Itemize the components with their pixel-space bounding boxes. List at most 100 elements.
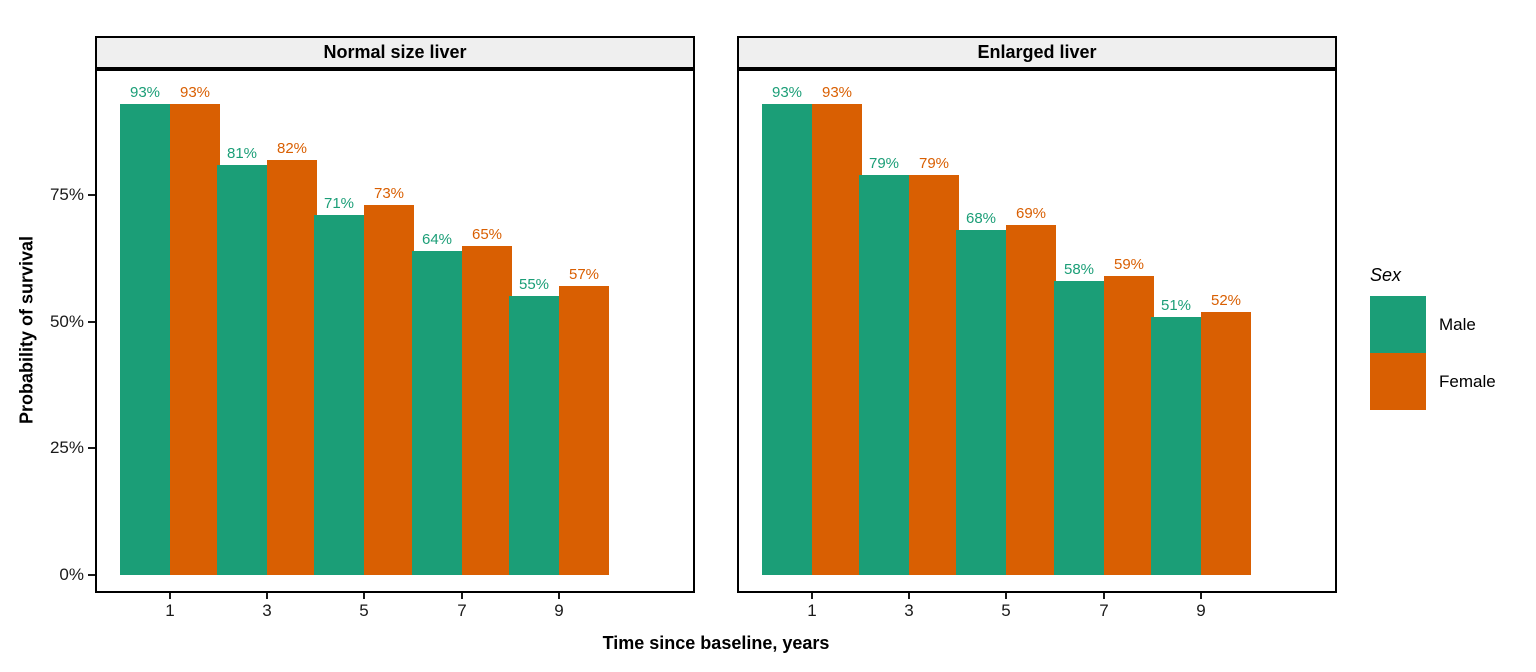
x-axis-title: Time since baseline, years xyxy=(602,633,830,653)
plot-panel: 93% 93% 79% 79% 68% 69% 58% 59% 51% 52% xyxy=(737,69,1337,593)
legend-swatch-female xyxy=(1370,353,1426,410)
bar-column-male: 55% xyxy=(509,276,559,575)
x-tick-mark xyxy=(558,593,560,599)
bar-value-label: 93% xyxy=(179,84,211,101)
x-tick-label: 7 xyxy=(457,601,467,620)
bar-female xyxy=(559,286,609,575)
bar-female xyxy=(267,160,317,575)
x-tick-label: 9 xyxy=(554,601,564,620)
bar-female xyxy=(909,175,959,575)
bar-column-male: 71% xyxy=(314,195,364,575)
bar-column-female: 52% xyxy=(1201,292,1251,575)
y-tick-label: 0% xyxy=(59,565,84,584)
bar-male xyxy=(1054,281,1104,575)
x-tick-label: 1 xyxy=(165,601,175,620)
bar-value-label: 82% xyxy=(276,140,308,157)
bar-column-male: 93% xyxy=(762,84,812,575)
y-tick-mark xyxy=(88,574,95,576)
bar-group-year-5: 68% 69% xyxy=(956,205,1056,575)
bar-value-label: 71% xyxy=(323,195,355,212)
x-tick-mark xyxy=(169,593,171,599)
facet-strip: Enlarged liver xyxy=(737,36,1337,69)
x-tick-mark xyxy=(363,593,365,599)
legend-label-male: Male xyxy=(1439,314,1476,334)
bar-column-female: 82% xyxy=(267,140,317,575)
y-tick-label: 75% xyxy=(49,185,84,204)
legend-label-female: Female xyxy=(1439,371,1496,391)
bar-column-male: 64% xyxy=(412,231,462,575)
legend-item-female: Female xyxy=(1370,353,1496,410)
x-tick-mark xyxy=(266,593,268,599)
y-tick-mark xyxy=(88,321,95,323)
legend-title: Sex xyxy=(1370,265,1402,285)
bar-female xyxy=(1006,225,1056,575)
bar-column-female: 57% xyxy=(559,266,609,575)
bar-group-year-5: 71% 73% xyxy=(314,185,414,575)
bar-female xyxy=(1201,312,1251,575)
bar-male xyxy=(859,175,909,575)
facet-enlarged-liver: Enlarged liver 93% 93% 79% 79% 68% 69% 58% 59% 5… xyxy=(737,36,1337,593)
bar-value-label: 58% xyxy=(1063,261,1095,278)
facet-normal-size-liver: Normal size liver 93% 93% 81% 82% 71% 73% 64% 6… xyxy=(95,36,695,593)
bar-male xyxy=(120,104,170,575)
bar-column-male: 79% xyxy=(859,155,909,575)
bar-column-female: 73% xyxy=(364,185,414,575)
legend-swatch-male xyxy=(1370,296,1426,353)
x-tick-label: 7 xyxy=(1099,601,1109,620)
x-tick-mark xyxy=(461,593,463,599)
bar-male xyxy=(1151,317,1201,575)
bar-value-label: 79% xyxy=(918,155,950,172)
bar-group-year-3: 81% 82% xyxy=(217,140,317,575)
x-tick-mark xyxy=(811,593,813,599)
bar-group-year-7: 58% 59% xyxy=(1054,256,1154,575)
bar-value-label: 93% xyxy=(771,84,803,101)
bar-male xyxy=(509,296,559,575)
bar-value-label: 81% xyxy=(226,145,258,162)
bar-column-female: 79% xyxy=(909,155,959,575)
x-tick-label: 5 xyxy=(359,601,369,620)
bar-value-label: 52% xyxy=(1210,292,1242,309)
bar-column-male: 51% xyxy=(1151,297,1201,575)
bar-male xyxy=(217,165,267,575)
bar-female xyxy=(364,205,414,575)
x-tick-mark xyxy=(1005,593,1007,599)
bar-value-label: 68% xyxy=(965,210,997,227)
plot-panel: 93% 93% 81% 82% 71% 73% 64% 65% 55% 57% xyxy=(95,69,695,593)
bar-value-label: 65% xyxy=(471,226,503,243)
bar-group-year-1: 93% 93% xyxy=(762,84,862,575)
bar-column-male: 68% xyxy=(956,210,1006,575)
y-tick-mark xyxy=(88,447,95,449)
y-tick-label: 25% xyxy=(49,438,84,457)
x-tick-mark xyxy=(908,593,910,599)
bar-female xyxy=(462,246,512,575)
x-tick-mark xyxy=(1103,593,1105,599)
bar-value-label: 79% xyxy=(868,155,900,172)
bar-male xyxy=(956,230,1006,575)
facet-title: Enlarged liver xyxy=(977,42,1097,62)
bar-column-female: 65% xyxy=(462,226,512,575)
bar-male xyxy=(314,215,364,575)
bar-column-male: 58% xyxy=(1054,261,1104,575)
x-tick-label: 1 xyxy=(807,601,817,620)
bar-male xyxy=(762,104,812,575)
bar-group-year-9: 51% 52% xyxy=(1151,292,1251,575)
legend-item-male: Male xyxy=(1370,296,1496,353)
x-tick-label: 3 xyxy=(904,601,914,620)
y-tick-label: 50% xyxy=(49,312,84,331)
bar-value-label: 51% xyxy=(1160,297,1192,314)
bar-group-year-1: 93% 93% xyxy=(120,84,220,575)
y-tick-mark xyxy=(88,194,95,196)
facet-title: Normal size liver xyxy=(323,42,467,62)
bar-group-year-3: 79% 79% xyxy=(859,155,959,575)
bar-column-female: 93% xyxy=(170,84,220,575)
bar-value-label: 55% xyxy=(518,276,550,293)
bar-value-label: 93% xyxy=(129,84,161,101)
bar-column-female: 59% xyxy=(1104,256,1154,575)
bar-group-year-7: 64% 65% xyxy=(412,226,512,575)
bar-value-label: 57% xyxy=(568,266,600,283)
bar-female xyxy=(170,104,220,575)
bar-value-label: 73% xyxy=(373,185,405,202)
bar-value-label: 64% xyxy=(421,231,453,248)
bar-column-female: 93% xyxy=(812,84,862,575)
